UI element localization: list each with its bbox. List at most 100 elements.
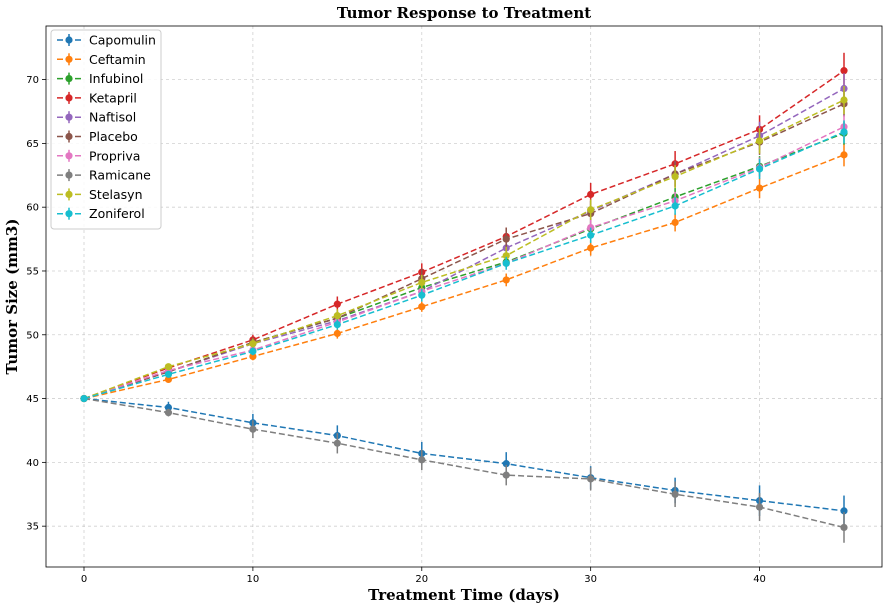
data-point-ramicane — [418, 456, 426, 464]
legend-label: Zoniferol — [89, 206, 145, 221]
legend-item-ketapril: Ketapril — [57, 90, 137, 105]
series-line-zoniferol — [83, 131, 845, 400]
data-point-zoniferol — [333, 320, 341, 329]
data-point-ramicane — [502, 471, 510, 479]
legend-label: Ramicane — [89, 168, 151, 183]
series-line-infubinol — [83, 132, 845, 400]
y-tick-label: 35 — [26, 522, 39, 533]
x-tick-label: 40 — [753, 574, 766, 585]
x-axis-label: Treatment Time (days) — [368, 586, 560, 604]
legend-item-infubinol: Infubinol — [57, 71, 143, 86]
data-point-ramicane — [671, 490, 679, 498]
data-point-capomulin — [502, 460, 510, 468]
legend-label: Capomulin — [89, 33, 156, 48]
legend-label: Ceftamin — [89, 52, 146, 67]
y-tick-label: 40 — [26, 458, 39, 469]
legend-label: Placebo — [89, 129, 138, 144]
data-point-stelasyn — [587, 206, 595, 214]
series-line-stelasyn — [83, 99, 845, 400]
legend-label: Infubinol — [89, 71, 143, 86]
series-line-ketapril — [83, 70, 845, 400]
legend-label: Stelasyn — [89, 187, 143, 202]
data-point-ketapril — [333, 300, 341, 308]
legend-item-stelasyn: Stelasyn — [57, 187, 143, 202]
data-point-ramicane — [587, 475, 595, 483]
data-point-stelasyn — [502, 252, 510, 260]
series-line-ceftamin — [83, 154, 845, 400]
legend-marker — [65, 36, 73, 44]
legend-box — [50, 29, 162, 230]
legend-label: Ketapril — [89, 90, 137, 105]
data-point-stelasyn — [671, 172, 679, 181]
y-tick-label: 50 — [26, 330, 39, 341]
y-tick-label: 60 — [26, 203, 39, 214]
data-point-zoniferol — [587, 231, 595, 239]
data-point-ramicane — [164, 409, 173, 417]
data-point-ceftamin — [418, 303, 426, 311]
legend-marker — [65, 132, 73, 141]
data-point-stelasyn — [333, 312, 341, 320]
data-point-ceftamin — [755, 184, 764, 192]
data-point-zoniferol — [80, 394, 88, 403]
x-tick-label: 10 — [247, 574, 260, 585]
data-point-ceftamin — [587, 244, 595, 252]
data-point-ramicane — [249, 425, 257, 433]
data-point-ketapril — [587, 190, 595, 199]
data-point-ceftamin — [333, 329, 341, 338]
data-point-ketapril — [840, 67, 848, 75]
data-point-placebo — [502, 235, 510, 243]
legend-item-placebo: Placebo — [57, 129, 138, 144]
axes: 0 10 20 30 40 35 40 45 50 55 60 65 70 — [26, 75, 766, 585]
y-tick-label: 70 — [26, 75, 39, 86]
x-tick-label: 30 — [584, 574, 597, 585]
data-point-ramicane — [333, 439, 341, 447]
data-point-zoniferol — [164, 370, 173, 378]
x-tick-label: 0 — [81, 574, 87, 585]
data-point-zoniferol — [249, 347, 257, 355]
y-tick-label: 55 — [26, 266, 39, 277]
data-point-capomulin — [164, 403, 173, 412]
data-point-ceftamin — [840, 151, 848, 159]
data-point-zoniferol — [755, 165, 764, 173]
series-line-propriva — [83, 126, 845, 400]
data-point-zoniferol — [671, 202, 679, 210]
legend-marker — [65, 113, 73, 121]
chart-title: Tumor Response to Treatment — [337, 4, 591, 22]
legend-marker — [65, 190, 73, 198]
data-point-ceftamin — [249, 352, 257, 361]
series-zoniferol — [80, 120, 848, 403]
data-point-ramicane — [755, 503, 764, 511]
series-ramicane — [80, 394, 848, 543]
data-point-stelasyn — [418, 278, 426, 287]
data-point-capomulin — [840, 507, 848, 515]
legend-item-capomulin: Capomulin — [57, 33, 156, 48]
y-tick-label: 65 — [26, 139, 39, 150]
legend-item-propriva: Propriva — [57, 148, 140, 163]
data-point-ceftamin — [671, 218, 679, 227]
data-point-stelasyn — [249, 340, 257, 348]
data-point-ceftamin — [502, 276, 510, 284]
legend-item-ramicane: Ramicane — [57, 168, 151, 183]
legend-label: Propriva — [89, 148, 140, 163]
legend: Capomulin Ceftamin Infubinol Ketapril Naftis… — [50, 29, 162, 230]
series-line-capomulin — [83, 397, 845, 512]
y-axis-label: Tumor Size (mm3) — [3, 219, 21, 375]
legend-marker — [65, 94, 73, 102]
legend-item-naftisol: Naftisol — [57, 110, 136, 125]
data-point-zoniferol — [502, 259, 510, 267]
data-point-stelasyn — [755, 137, 764, 145]
data-point-stelasyn — [164, 363, 173, 371]
legend-marker — [65, 75, 73, 83]
data-point-ramicane — [840, 523, 848, 532]
legend-item-ceftamin: Ceftamin — [57, 52, 146, 67]
legend-marker — [65, 55, 73, 63]
legend-marker — [65, 152, 73, 160]
y-tick-label: 45 — [26, 394, 39, 405]
data-point-zoniferol — [840, 128, 848, 136]
data-point-ceftamin — [164, 375, 173, 384]
legend-marker — [65, 171, 73, 179]
data-series — [80, 52, 848, 543]
legend-label: Naftisol — [89, 110, 136, 125]
plot-area-frame — [45, 25, 883, 568]
